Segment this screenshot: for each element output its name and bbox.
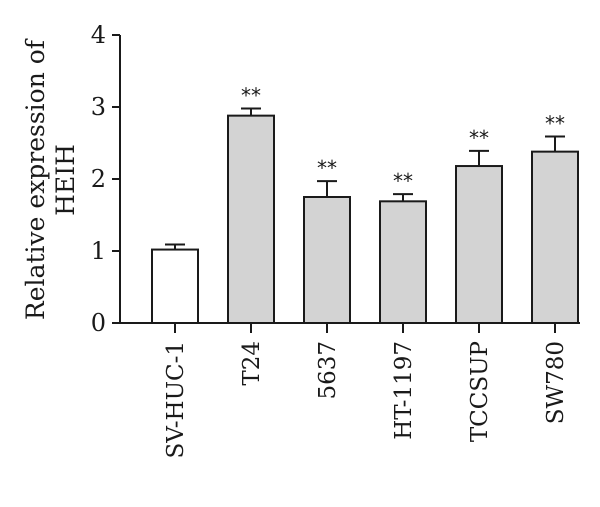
bar [151, 248, 199, 324]
y-axis-label-line-1: Relative expression of [21, 38, 50, 320]
bar [227, 114, 275, 324]
bar [303, 196, 351, 324]
x-tick-label: SV-HUC-1 [163, 341, 189, 458]
bar [455, 165, 503, 324]
bar [531, 150, 579, 324]
significance-marker: ** [545, 112, 565, 136]
y-tick-label: 4 [91, 21, 106, 49]
y-tick-label: 2 [91, 165, 106, 193]
x-tick-label: 5637 [315, 341, 341, 400]
significance-marker: ** [393, 169, 413, 193]
significance-marker: ** [317, 156, 337, 180]
x-tick-labels: SV-HUC-1 T24 5637 HT-1197 TCCSUP SW780 [163, 323, 569, 458]
y-tick-label: 1 [91, 237, 106, 265]
x-tick-label: TCCSUP [467, 341, 493, 442]
bar [379, 200, 427, 325]
x-tick-label: HT-1197 [391, 341, 417, 440]
y-axis-label-line-2: HEIH [51, 144, 80, 216]
y-tick-label: 0 [91, 309, 106, 337]
y-ticks: 0 1 2 3 4 [91, 21, 120, 337]
y-axis-label: Relative expression of HEIH [21, 38, 80, 320]
x-tick-label: T24 [239, 341, 265, 386]
significance-marker: ** [469, 126, 489, 150]
significance-marker: ** [241, 83, 261, 107]
y-tick-label: 3 [91, 93, 106, 121]
bars: ** ** ** ** ** [151, 83, 579, 325]
x-tick-label: SW780 [543, 341, 569, 424]
